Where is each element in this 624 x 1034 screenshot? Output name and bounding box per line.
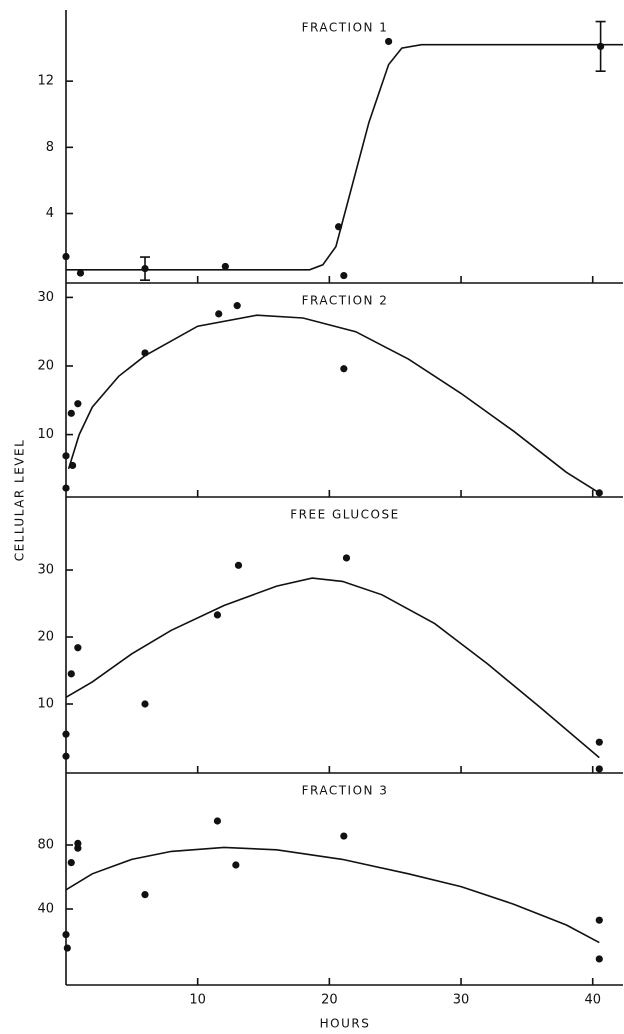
- data-point: [595, 955, 603, 963]
- data-point: [232, 861, 240, 869]
- data-point: [595, 738, 603, 746]
- y-tick-label: 30: [37, 563, 54, 578]
- data-point: [342, 554, 351, 562]
- x-tick-label: 30: [453, 993, 470, 1008]
- data-point: [67, 409, 75, 417]
- y-tick-label: 20: [37, 358, 54, 373]
- data-point: [141, 891, 149, 899]
- data-point: [63, 944, 71, 952]
- data-point: [141, 349, 149, 357]
- x-tick-label: 40: [584, 993, 601, 1008]
- data-point: [74, 400, 82, 408]
- data-point: [340, 832, 348, 840]
- y-axis-label: CELLULAR LEVEL: [13, 439, 27, 562]
- data-point: [340, 365, 348, 373]
- data-point: [334, 223, 343, 231]
- data-point: [74, 644, 82, 652]
- data-point: [213, 611, 222, 619]
- y-tick-label: 4: [46, 206, 54, 221]
- data-point: [221, 262, 229, 271]
- data-point: [213, 817, 222, 825]
- data-point: [340, 271, 348, 280]
- data-point: [234, 561, 243, 569]
- fit-curve: [65, 846, 600, 944]
- data-point: [215, 310, 223, 318]
- panel-title: FREE GLUCOSE: [290, 508, 399, 522]
- data-point: [62, 931, 70, 939]
- data-point: [68, 461, 77, 470]
- error-bar: [595, 20, 606, 73]
- data-point: [62, 452, 70, 460]
- data-point: [385, 37, 393, 46]
- x-tick-label: 20: [321, 993, 338, 1008]
- data-point: [67, 670, 75, 678]
- y-tick-label: 20: [37, 630, 54, 645]
- error-bar: [140, 256, 151, 281]
- panel-title: FRACTION 2: [302, 294, 389, 308]
- panel-title: FRACTION 1: [302, 21, 389, 35]
- fit-curve: [67, 314, 600, 494]
- y-tick-label: 10: [37, 427, 54, 442]
- data-point: [62, 252, 70, 261]
- data-point: [595, 489, 603, 497]
- data-point: [74, 844, 82, 852]
- fit-curve: [65, 577, 600, 759]
- y-tick-label: 10: [37, 697, 54, 712]
- y-tick-label: 30: [37, 290, 54, 305]
- data-point: [595, 765, 603, 773]
- data-point: [62, 484, 70, 492]
- y-tick-label: 8: [46, 140, 54, 155]
- data-point: [76, 269, 85, 277]
- x-axis-label: HOURS: [320, 1017, 371, 1031]
- data-point: [233, 302, 241, 310]
- panel-title: FRACTION 3: [302, 784, 389, 798]
- data-point: [62, 752, 70, 760]
- fit-curve: [66, 43, 623, 271]
- y-tick-label: 40: [37, 902, 54, 917]
- x-tick-label: 10: [189, 993, 206, 1008]
- data-point: [595, 916, 603, 924]
- y-tick-label: 80: [37, 838, 54, 853]
- y-tick-label: 12: [37, 74, 54, 89]
- data-point: [62, 730, 70, 738]
- data-point: [141, 700, 149, 708]
- data-point: [67, 859, 75, 867]
